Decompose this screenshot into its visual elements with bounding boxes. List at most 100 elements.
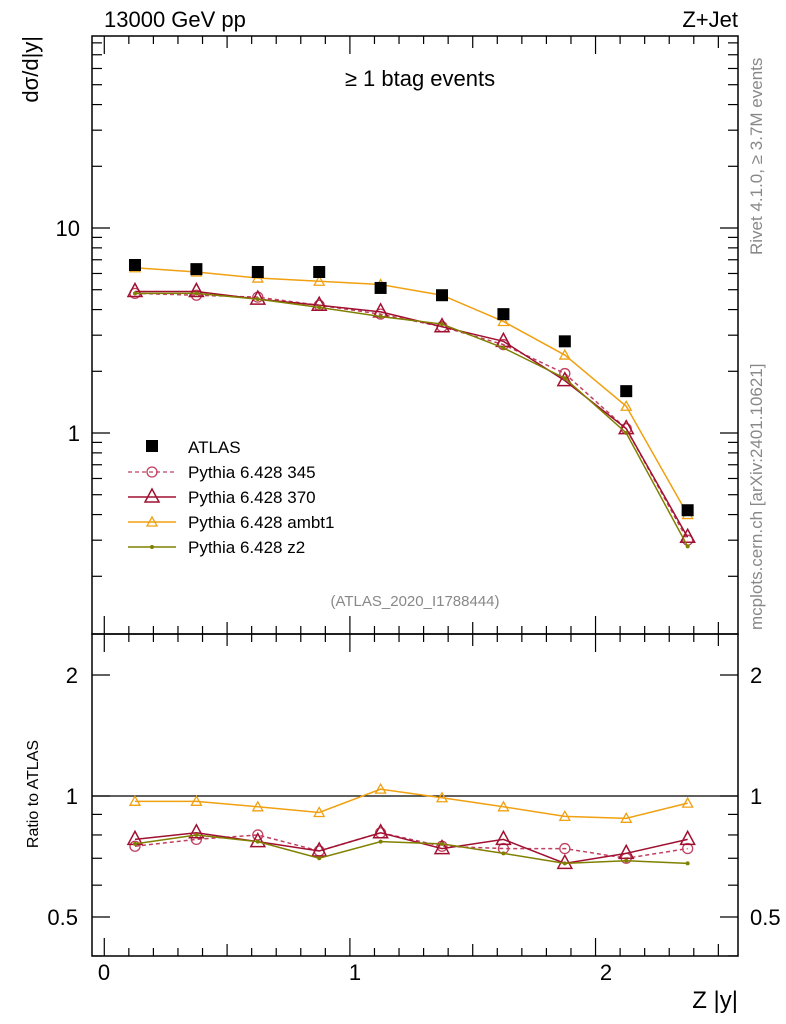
main-point-atlas — [374, 281, 387, 294]
ratio-point-pythia-6-428-ambt1 — [681, 796, 694, 808]
legend-marker-atlas — [146, 440, 158, 452]
main-point-pythia-6-428-370 — [310, 295, 328, 311]
ratio-point-pythia-6-428-370 — [249, 832, 267, 848]
rivet-version-label: Rivet 4.1.0, ≥ 3.7M events — [747, 58, 766, 255]
ratio-y-axis-label: Ratio to ATLAS — [25, 740, 42, 848]
ratio-point-pythia-6-428-z2 — [440, 841, 445, 846]
main-point-pythia-6-428-z2 — [624, 431, 629, 435]
legend-label-z2: Pythia 6.428 z2 — [188, 538, 305, 557]
main-line-pythia-6-428-ambt1 — [134, 266, 689, 515]
legend: ATLAS Pythia 6.428 345 Pythia 6.428 370 … — [128, 438, 334, 557]
ratio-point-pythia-6-428-ambt1 — [190, 794, 203, 806]
main-point-pythia-6-428-370 — [188, 281, 205, 298]
legend-label-345: Pythia 6.428 345 — [188, 463, 316, 482]
main-point-atlas — [558, 335, 571, 348]
x-axis-label: Z |y| — [692, 987, 738, 1014]
ratio-point-pythia-6-428-370 — [495, 829, 512, 846]
main-ticks — [92, 36, 738, 634]
legend-label-ambt1: Pythia 6.428 ambt1 — [188, 513, 334, 532]
ratio-point-pythia-6-428-ambt1 — [128, 794, 142, 806]
ratio-ytick-left-0.5: 0.5 — [47, 905, 78, 930]
ratio-ticks — [92, 634, 738, 957]
main-point-atlas — [497, 308, 510, 321]
main-point-pythia-6-428-z2 — [440, 322, 445, 327]
main-y-axis-label: dσ/d|y| — [18, 36, 43, 103]
main-point-atlas — [681, 504, 694, 517]
ratio-point-pythia-6-428-370 — [372, 823, 389, 839]
main-point-pythia-6-428-370 — [126, 281, 144, 298]
ratio-point-pythia-6-428-z2 — [501, 851, 506, 856]
main-point-atlas — [620, 385, 633, 398]
ratio-point-pythia-6-428-ambt1 — [435, 791, 449, 803]
main-point-pythia-6-428-z2 — [194, 291, 199, 296]
main-point-atlas — [251, 266, 264, 279]
main-point-atlas — [128, 258, 141, 271]
ratio-point-pythia-6-428-z2 — [132, 841, 137, 846]
ratio-point-pythia-6-428-370 — [679, 829, 696, 846]
main-title: ≥ 1 btag events — [345, 66, 495, 91]
ratio-line-pythia-6-428-ambt1 — [134, 788, 688, 820]
main-point-pythia-6-428-ambt1 — [620, 399, 633, 411]
legend-label-370: Pythia 6.428 370 — [188, 488, 316, 507]
legend-marker-370 — [143, 487, 161, 503]
main-point-pythia-6-428-z2 — [317, 305, 322, 310]
ratio-point-pythia-6-428-z2 — [255, 839, 260, 844]
main-ytick-label-10: 10 — [56, 216, 80, 241]
main-point-pythia-6-428-370 — [556, 371, 574, 387]
main-point-pythia-6-428-370 — [249, 289, 267, 305]
ratio-point-pythia-6-428-ambt1 — [374, 782, 387, 794]
ratio-ytick-left-2: 2 — [66, 663, 78, 688]
ratio-point-pythia-6-428-z2 — [685, 861, 690, 866]
main-point-pythia-6-428-z2 — [562, 376, 567, 381]
xtick-label-2: 2 — [600, 960, 612, 985]
main-point-atlas — [436, 289, 449, 302]
ratio-ytick-right-2: 2 — [750, 663, 762, 688]
process-label: Z+Jet — [682, 7, 738, 32]
ratio-ytick-right-0.5: 0.5 — [750, 905, 781, 930]
main-point-pythia-6-428-z2 — [255, 297, 260, 302]
legend-marker-345 — [146, 466, 158, 478]
legend-label-atlas: ATLAS — [188, 438, 241, 457]
legend-marker-ambt1 — [145, 515, 159, 527]
ratio-ytick-left-1: 1 — [66, 784, 78, 809]
main-point-pythia-6-428-z2 — [685, 544, 690, 549]
ratio-panel: Ratio to ATLAS 2 1 0.5 2 1 0.5 0 1 2 Z |… — [25, 633, 781, 1014]
main-point-pythia-6-428-370 — [679, 527, 696, 544]
ratio-point-pythia-6-428-z2 — [562, 861, 567, 866]
analysis-reference-label: (ATLAS_2020_I1788444) — [330, 593, 499, 610]
ratio-point-pythia-6-428-345 — [559, 842, 571, 855]
ratio-point-pythia-6-428-ambt1 — [313, 806, 326, 818]
main-point-pythia-6-428-ambt1 — [497, 315, 510, 327]
main-point-atlas — [190, 263, 203, 276]
ratio-point-pythia-6-428-370 — [188, 823, 205, 839]
main-line-pythia-6-428-z2 — [134, 292, 689, 547]
xtick-label-0: 0 — [98, 960, 110, 985]
main-ytick-label-1: 1 — [68, 421, 80, 446]
main-series-group — [126, 258, 696, 549]
mcplots-reference-label: mcplots.cern.ch [arXiv:2401.10621] — [747, 364, 766, 630]
ratio-point-pythia-6-428-ambt1 — [620, 811, 633, 823]
ratio-point-pythia-6-428-ambt1 — [558, 810, 571, 821]
ratio-point-pythia-6-428-370 — [310, 841, 328, 857]
main-point-pythia-6-428-z2 — [132, 291, 137, 296]
ratio-point-pythia-6-428-z2 — [317, 856, 322, 861]
ratio-line-pythia-6-428-z2 — [134, 834, 688, 865]
ratio-ytick-right-1: 1 — [750, 784, 762, 809]
ratio-point-pythia-6-428-370 — [556, 853, 574, 870]
main-point-pythia-6-428-z2 — [378, 314, 383, 319]
ratio-point-pythia-6-428-ambt1 — [251, 800, 264, 812]
main-point-pythia-6-428-ambt1 — [558, 348, 571, 360]
main-point-pythia-6-428-z2 — [501, 345, 506, 350]
xtick-label-1: 1 — [349, 960, 361, 985]
ratio-point-pythia-6-428-z2 — [378, 839, 383, 844]
energy-label: 13000 GeV pp — [104, 7, 246, 32]
main-panel: ≥ 1 btag events dσ/d|y| 10 1 (ATLAS_2020… — [18, 35, 739, 635]
ratio-point-pythia-6-428-z2 — [194, 832, 199, 837]
legend-marker-z2 — [150, 545, 154, 549]
ratio-point-pythia-6-428-370 — [433, 838, 451, 855]
ratio-point-pythia-6-428-345 — [129, 840, 141, 852]
ratio-line-pythia-6-428-370 — [134, 832, 688, 865]
ratio-point-pythia-6-428-z2 — [624, 858, 629, 863]
ratio-series-group — [126, 782, 696, 870]
